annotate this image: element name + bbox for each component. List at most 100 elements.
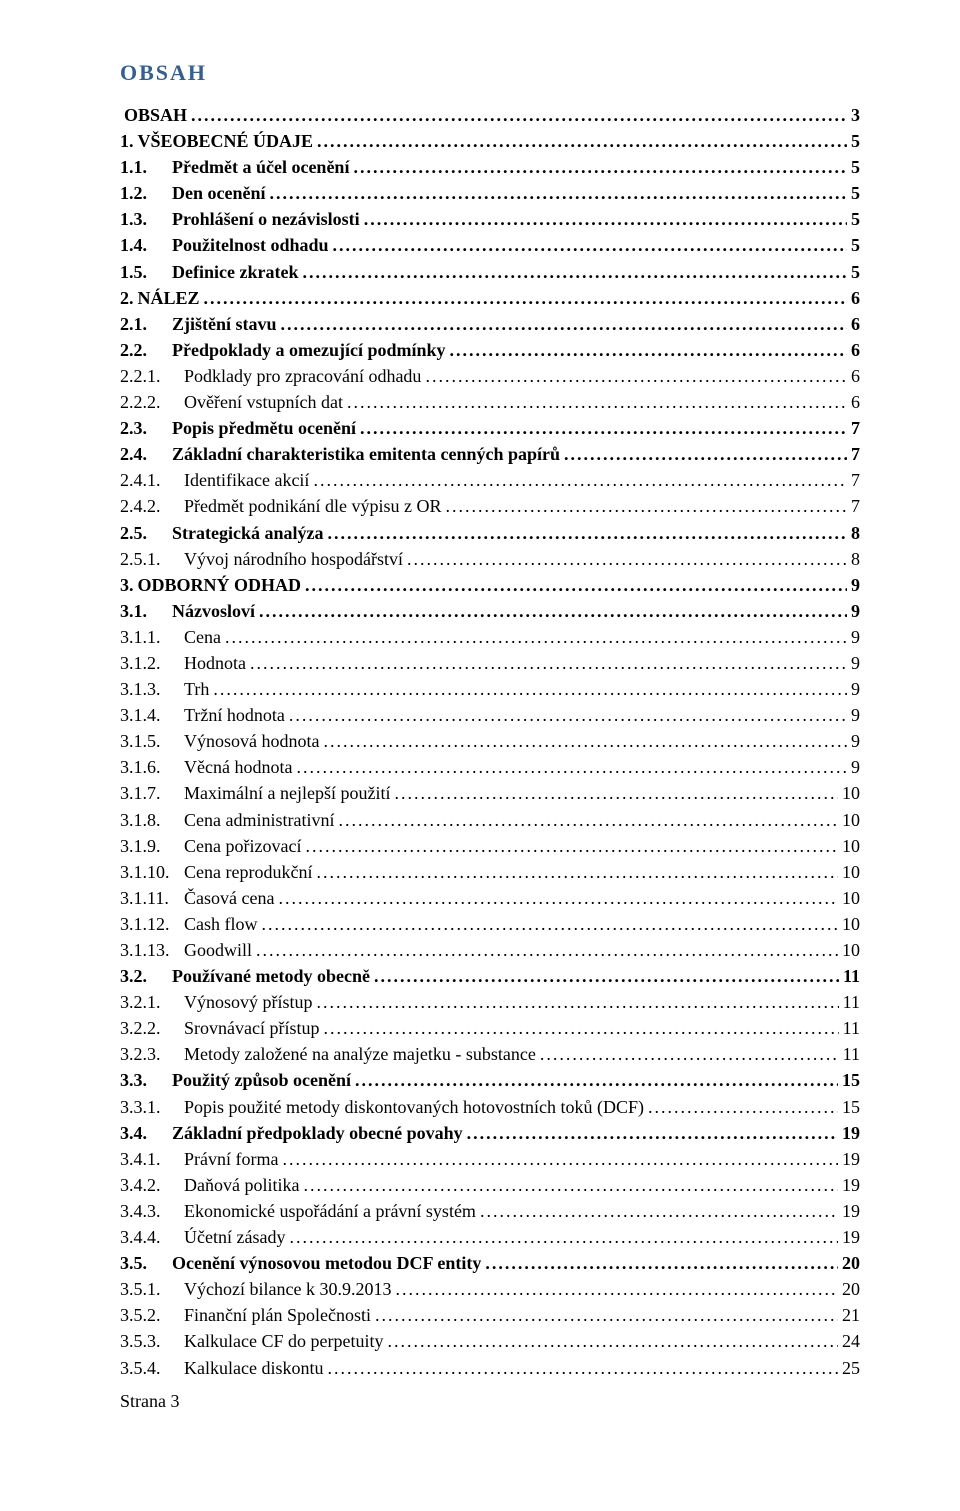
- toc-entry-page: 10: [842, 937, 860, 963]
- toc-entry-page: 6: [851, 337, 860, 363]
- toc-entry-label: Základní charakteristika emitenta cennýc…: [172, 441, 560, 467]
- toc-entry-label: Časová cena: [184, 885, 274, 911]
- toc-entry-number: 1.3.: [120, 206, 168, 232]
- toc-entry-page: 11: [843, 989, 860, 1015]
- toc-entry: 2.2.Předpoklady a omezující podmínky6: [120, 337, 860, 363]
- toc-entry-page: 9: [851, 728, 860, 754]
- toc-leader-dots: [564, 441, 847, 467]
- toc-entry-label: Tržní hodnota: [184, 702, 285, 728]
- toc-leader-dots: [225, 624, 847, 650]
- toc-entry: 3.1.4.Tržní hodnota 9: [120, 702, 860, 728]
- toc-entry-number: 3.1.5.: [120, 728, 180, 754]
- toc-entry: 3.1.3.Trh 9: [120, 676, 860, 702]
- toc-entry-number: 3.4.4.: [120, 1224, 180, 1250]
- toc-leader-dots: [281, 311, 847, 337]
- toc-entry-page: 9: [851, 676, 860, 702]
- toc-entry-label: Výchozí bilance k 30.9.2013: [184, 1276, 391, 1302]
- toc-entry: 3.1.10.Cena reprodukční10: [120, 859, 860, 885]
- toc-entry: 3.5.4.Kalkulace diskontu25: [120, 1355, 860, 1381]
- toc-entry-number: 2.2.: [120, 337, 168, 363]
- toc-leader-dots: [270, 180, 848, 206]
- toc-entry: 3.1.13.Goodwill 10: [120, 937, 860, 963]
- toc-entry-label: Cena pořizovací: [184, 833, 301, 859]
- toc-leader-dots: [305, 572, 847, 598]
- toc-entry: 3.1.8.Cena administrativní10: [120, 807, 860, 833]
- toc-entry-number: 1.: [120, 128, 134, 154]
- toc-entry-label: Identifikace akcií: [184, 467, 309, 493]
- toc-entry-label: Výnosový přístup: [184, 989, 313, 1015]
- toc-entry: 3.5.Ocenění výnosovou metodou DCF entity…: [120, 1250, 860, 1276]
- toc-entry-number: 3.1.11.: [120, 885, 180, 911]
- toc-leader-dots: [317, 128, 847, 154]
- toc-entry-page: 6: [851, 285, 860, 311]
- toc-entry-page: 10: [842, 833, 860, 859]
- toc-entry: 3.5.2.Finanční plán Společnosti21: [120, 1302, 860, 1328]
- toc-entry: 2.4.2.Předmět podnikání dle výpisu z OR7: [120, 493, 860, 519]
- toc-entry-page: 5: [851, 232, 860, 258]
- toc-entry-label: Použitelnost odhadu: [172, 232, 329, 258]
- toc-entry-label: Trh: [184, 676, 209, 702]
- toc-leader-dots: [333, 232, 847, 258]
- toc-entry-number: 3.1.13.: [120, 937, 180, 963]
- toc-entry: 1.1.Předmět a účel ocenění5: [120, 154, 860, 180]
- toc-entry-number: 3.1.1.: [120, 624, 180, 650]
- toc-entry-page: 8: [851, 546, 860, 572]
- toc-entry: 2.4.1.Identifikace akcií7: [120, 467, 860, 493]
- toc-entry: 3.4.1.Právní forma19: [120, 1146, 860, 1172]
- toc-entry-label: Strategická analýza: [172, 520, 323, 546]
- toc-leader-dots: [327, 1355, 838, 1381]
- toc-entry-page: 11: [843, 1015, 860, 1041]
- toc-entry-number: 3.: [120, 572, 134, 598]
- toc-entry-label: Daňová politika: [184, 1172, 299, 1198]
- toc-entry-number: 1.2.: [120, 180, 168, 206]
- toc-leader-dots: [395, 1276, 838, 1302]
- toc-leader-dots: [338, 807, 838, 833]
- toc-leader-dots: [480, 1198, 838, 1224]
- toc-entry: 2.2.2.Ověření vstupních dat6: [120, 389, 860, 415]
- toc-entry-number: 3.1.3.: [120, 676, 180, 702]
- toc-entry-page: 25: [842, 1355, 860, 1381]
- toc-entry-number: 3.5.2.: [120, 1302, 180, 1328]
- toc-entry-page: 9: [851, 702, 860, 728]
- toc-entry: 1.2.Den ocenění5: [120, 180, 860, 206]
- toc-entry-label: Maximální a nejlepší použití: [184, 780, 390, 806]
- toc-entry-page: 5: [851, 206, 860, 232]
- toc-entry-number: 2.4.: [120, 441, 168, 467]
- toc-entry-page: 19: [842, 1146, 860, 1172]
- toc-leader-dots: [289, 1224, 838, 1250]
- toc-leader-dots: [191, 102, 847, 128]
- toc-entry-number: 1.4.: [120, 232, 168, 258]
- toc-leader-dots: [485, 1250, 838, 1276]
- toc-entry-label: Metody založené na analýze majetku - sub…: [184, 1041, 536, 1067]
- toc-entry-number: 2.4.1.: [120, 467, 180, 493]
- toc-entry-label: Právní forma: [184, 1146, 278, 1172]
- toc-leader-dots: [317, 989, 839, 1015]
- toc-entry-page: 19: [842, 1198, 860, 1224]
- toc-leader-dots: [204, 285, 847, 311]
- toc-entry-label: Cena reprodukční: [184, 859, 312, 885]
- toc-entry: 3.1.Názvosloví9: [120, 598, 860, 624]
- toc-entry: 2.NÁLEZ6: [120, 285, 860, 311]
- toc-entry-page: 5: [851, 128, 860, 154]
- toc-entry-page: 7: [851, 493, 860, 519]
- toc-entry: 3.1.9.Cena pořizovací10: [120, 833, 860, 859]
- toc-entry-number: 1.1.: [120, 154, 168, 180]
- toc-entry: 3.2.Používané metody obecně11: [120, 963, 860, 989]
- toc-entry-page: 3: [851, 102, 860, 128]
- toc-leader-dots: [278, 885, 838, 911]
- toc-leader-dots: [303, 1172, 838, 1198]
- toc-leader-dots: [262, 911, 839, 937]
- toc-entry: 3.5.3.Kalkulace CF do perpetuity24: [120, 1328, 860, 1354]
- toc-leader-dots: [387, 1328, 838, 1354]
- toc-entry-number: 3.1.4.: [120, 702, 180, 728]
- toc-entry-label: Goodwill: [184, 937, 252, 963]
- toc-entry: 3.3.1.Popis použité metody diskontovanýc…: [120, 1094, 860, 1120]
- toc-entry-number: 3.3.1.: [120, 1094, 180, 1120]
- toc-leader-dots: [323, 1015, 838, 1041]
- toc-entry-number: 3.2.2.: [120, 1015, 180, 1041]
- toc-entry-label: Popis použité metody diskontovaných hoto…: [184, 1094, 644, 1120]
- toc-entry-number: 3.5.3.: [120, 1328, 180, 1354]
- toc-entry-label: Cena administrativní: [184, 807, 334, 833]
- toc-entry-number: 2.: [120, 285, 134, 311]
- toc-entry-page: 7: [851, 441, 860, 467]
